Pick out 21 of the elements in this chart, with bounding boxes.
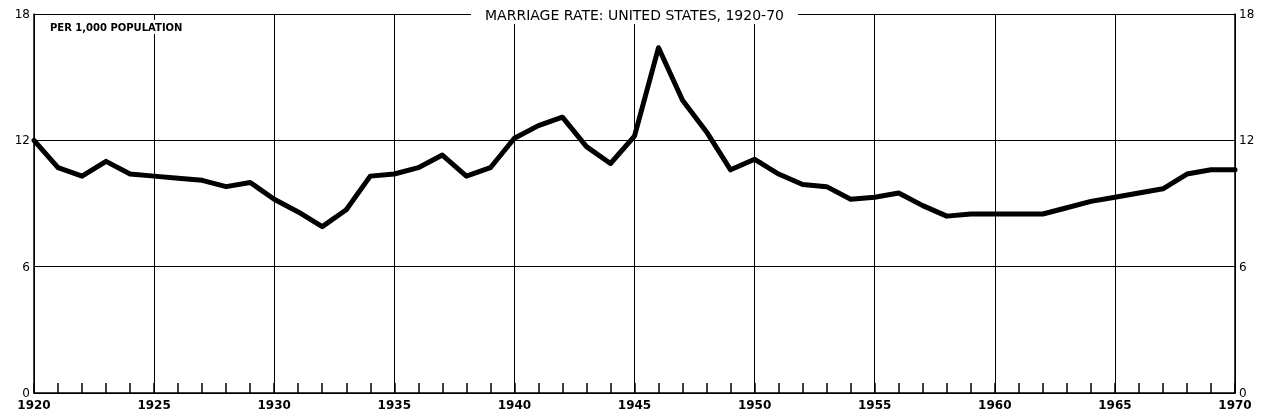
x-tick-label: 1930 [257,398,291,412]
x-tick-label: 1925 [137,398,171,412]
y-tick-label: 18 [14,7,30,21]
x-tick-label: 1965 [1098,398,1132,412]
y-tick-label: 6 [22,259,30,274]
y2-tick-label: 0 [1239,386,1247,400]
x-tick-label: 1945 [617,398,652,412]
y2-tick-label: 6 [1239,259,1247,274]
x-tick-label: 1935 [377,398,411,412]
y-axis-title: PER 1,000 POPULATION [50,21,183,33]
x-tick-label: 1960 [978,398,1012,412]
x-tick-label: 1920 [17,398,51,412]
y-tick-label: 12 [14,133,30,148]
x-tick-label: 1950 [737,398,772,412]
chart-title: MARRIAGE RATE: UNITED STATES, 1920-70 [485,7,784,23]
x-tick-label: 1940 [497,398,532,412]
x-tick-label: 1955 [858,398,892,412]
y2-tick-label: 12 [1239,133,1255,148]
y2-tick-label: 18 [1239,7,1255,21]
y-tick-label: 0 [22,386,30,400]
x-tick-label: 1970 [1218,398,1252,412]
